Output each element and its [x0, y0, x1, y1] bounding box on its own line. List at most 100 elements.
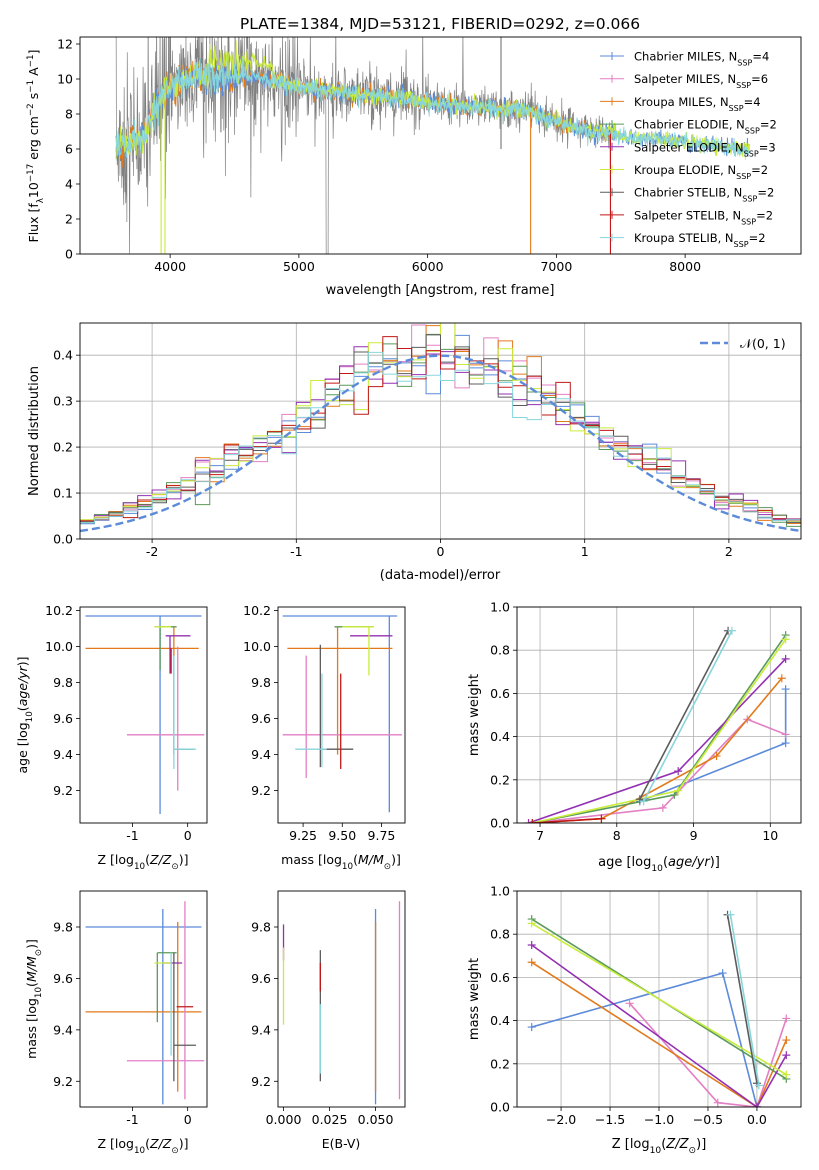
- z-age-ylabel-part: 10: [25, 711, 35, 722]
- spectrum-xtick-label: 4000: [154, 259, 186, 274]
- legend-label-kroupa_elodie-part: =2: [751, 163, 768, 177]
- series-point-salpeter_miles: [782, 1014, 791, 1023]
- residuals-xtick-label: 1: [581, 544, 589, 559]
- series-point-chabrier_stelib: [752, 1079, 761, 1088]
- ebv_mass-ytick-label: 9.2: [251, 1074, 271, 1089]
- legend-label-kroupa_stelib-part: SSP: [734, 240, 749, 249]
- z-mass-ylabel: mass [log10(M/M⊙)]: [24, 939, 44, 1059]
- z_age-ytick-label: 10.2: [45, 603, 73, 618]
- series-point-kroupa_elodie: [781, 635, 790, 644]
- residuals-ytick-label: 0.3: [53, 394, 73, 409]
- residuals-xlabel: (data-model)/error: [380, 568, 501, 583]
- z_age-frame: [79, 606, 208, 824]
- series-point-chabrier_miles: [718, 969, 727, 978]
- series-line-salpeter_stelib: [532, 817, 602, 823]
- residuals-ytick-label: 0.4: [53, 348, 73, 363]
- z_weight-xtick-label: −2.0: [546, 1112, 576, 1127]
- mass_age-frame: [277, 606, 406, 824]
- series-point-kroupa_stelib: [727, 626, 736, 635]
- series-point-kroupa_elodie: [674, 786, 683, 795]
- spectrum-xtick-label: 5000: [283, 259, 315, 274]
- z-weight-ylabel: mass weight: [467, 958, 482, 1040]
- spectrum-ytick-label: 12: [57, 37, 73, 52]
- age-weight-xlabel-part: (: [663, 855, 668, 870]
- spectrum-ylabel-part: −17: [26, 164, 36, 182]
- legend-label-kroupa_stelib-part: =2: [749, 231, 766, 245]
- legend-label-kroupa_miles: Kroupa MILES, NSSP=4: [634, 95, 761, 113]
- legend-label-salpeter_miles-part: SSP: [736, 81, 751, 90]
- z_age-ytick-label: 9.2: [53, 783, 73, 798]
- residuals-axes: -2 -1 0 1 2 0.0 0.1 0.2 0.3 0.4 𝒩(0, 1) (data-model…: [27, 322, 802, 583]
- series-line-chabrier_miles: [639, 689, 787, 803]
- spectrum-ylabel-part: −1: [26, 54, 36, 67]
- spectrum-ytick-label: 0: [65, 247, 73, 262]
- age_weight-xtick-label: 10: [762, 828, 778, 843]
- z_mass-ytick-label: 9.6: [53, 971, 73, 986]
- residuals-ytick-label: 0.2: [53, 440, 73, 455]
- z_weight-ytick-label: 0.4: [490, 1013, 510, 1028]
- age_weight-xtick-label: 9: [690, 828, 698, 843]
- age_weight-ytick-label: 0.4: [490, 729, 510, 744]
- figure-title: PLATE=1384, MJD=53121, FIBERID=0292, z=0…: [240, 15, 640, 33]
- z-weight-xlabel-part: (: [661, 1137, 666, 1152]
- z-mass-ylabel-part: ⊙: [34, 949, 44, 956]
- gaussian-reference-curve: [80, 354, 801, 533]
- z_age-ytick-label: 10.0: [45, 639, 73, 654]
- age-weight-xlabel-part: age [log: [598, 855, 651, 870]
- spectrum-ylabel-part: Flux [f: [26, 203, 41, 243]
- z_mass-frame: [79, 890, 208, 1108]
- series-point-salpeter_elodie: [782, 1051, 791, 1060]
- z_mass-axes: -1 09.29.49.69.8Z [log10(Z/Z⊙)]mass [log1…: [24, 890, 208, 1156]
- age-weight-xlabel-part: 10: [651, 864, 663, 874]
- age_weight-plot-area: [524, 626, 790, 823]
- mass_age-ytick-label: 9.4: [251, 747, 271, 762]
- histogram-chabrier_stelib: [80, 334, 801, 523]
- series-line-salpeter_miles: [532, 718, 786, 823]
- z-mass-xlabel-part: (: [145, 1136, 150, 1151]
- age_weight-frame: [516, 606, 802, 824]
- mass_age-axes: 9.25 9.50 9.75 9.2 9.4 9.6 9.8 10.0 10.2 mass [lo…: [243, 603, 406, 872]
- series-point-salpeter_elodie: [752, 1103, 761, 1107]
- z_mass-xtick-label: 0: [184, 1112, 192, 1127]
- z-mass-ylabel-part: M/M: [24, 956, 39, 982]
- z-weight-xlabel-part: Z/Z: [665, 1137, 689, 1152]
- z_mass-xtick-label: -1: [126, 1112, 138, 1127]
- z_weight-ytick-label: 0.2: [490, 1056, 510, 1071]
- ebv-mass-xlabel: E(B-V): [322, 1136, 361, 1151]
- series-line-kroupa_elodie: [532, 638, 787, 823]
- spectrum-ytick-label: 10: [57, 72, 73, 87]
- spectrum-ylabel-part: erg cm: [26, 116, 41, 164]
- z_weight-ytick-label: 0.8: [490, 927, 510, 942]
- z-age-xlabel-part: ⊙: [171, 862, 178, 872]
- legend-label-salpeter_miles: Salpeter MILES, NSSP=6: [634, 72, 768, 90]
- spectrum-ylabel-part: 10: [26, 182, 41, 198]
- series-line-chabrier_stelib: [639, 630, 729, 800]
- z-age-xlabel-part: 10: [134, 862, 145, 872]
- age-weight-ylabel: mass weight: [467, 674, 482, 756]
- mass-age-xlabel: mass [log10(M/M⊙)]: [281, 852, 401, 872]
- z_mass-plot-area: [85, 901, 205, 1105]
- legend-label-kroupa_miles-part: Kroupa MILES, N: [634, 95, 729, 109]
- age_weight-xtick-label: 7: [536, 828, 544, 843]
- ebv_mass-ytick-label: 9.6: [251, 971, 271, 986]
- z_weight-plot-area: [527, 910, 791, 1107]
- legend-label-chabrier_stelib-part: SSP: [742, 194, 757, 203]
- z_weight-ytick-label: 1.0: [490, 884, 510, 899]
- ebv_mass-ytick-label: 9.4: [251, 1022, 271, 1037]
- z_mass-ytick-label: 9.2: [53, 1074, 73, 1089]
- legend-label-kroupa_elodie-part: Kroupa ELODIE, N: [634, 163, 736, 177]
- ebv_mass-axes: 0.000 0.025 0.050 9.2 9.4 9.6 9.8 E(B-V): [251, 890, 406, 1151]
- z-mass-xlabel: Z [log10(Z/Z⊙)]: [98, 1136, 189, 1156]
- mass_age-ytick-label: 9.8: [251, 675, 271, 690]
- z-age-ylabel-part: age [log: [15, 722, 30, 773]
- legend-label-salpeter_elodie-part: =3: [759, 140, 776, 154]
- legend-label-chabrier_miles-part: SSP: [737, 58, 752, 67]
- series-point-salpeter_elodie: [527, 941, 536, 949]
- legend-label-chabrier_miles-part: Chabrier MILES, N: [634, 50, 737, 64]
- z-mass-xlabel-part: 10: [134, 1146, 145, 1156]
- spectrum-xtick-label: 7000: [540, 259, 572, 274]
- series-point-chabrier_miles: [781, 685, 790, 694]
